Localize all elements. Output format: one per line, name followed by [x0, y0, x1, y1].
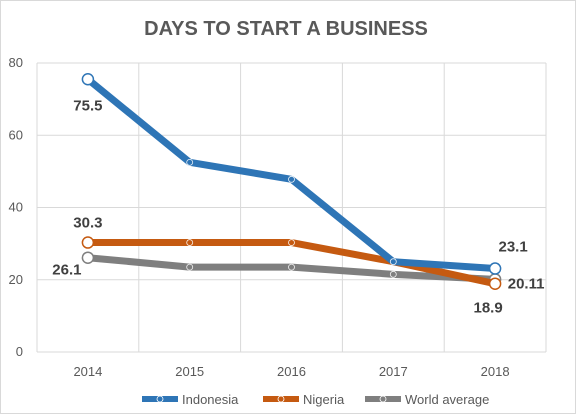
chart-title: DAYS TO START A BUSINESS [144, 18, 428, 40]
data-point [389, 258, 397, 266]
y-tick-label: 0 [16, 344, 23, 359]
data-point [81, 251, 95, 264]
legend-marker [277, 395, 285, 403]
data-point [488, 277, 502, 290]
legend-label: World average [405, 392, 489, 407]
x-tick-label: 2015 [175, 364, 204, 379]
data-point [81, 73, 95, 86]
legend-marker [379, 395, 387, 403]
data-label: 26.1 [52, 262, 81, 279]
data-label: 75.5 [73, 97, 102, 114]
legend-marker [156, 395, 164, 403]
y-tick-label: 80 [9, 55, 23, 70]
axis-labels: 0 20 40 60 80 2014 2015 2016 2017 2018 [9, 55, 510, 379]
legend-item-world-average[interactable]: World average [365, 392, 489, 407]
data-point [288, 263, 295, 271]
data-labels: 75.5 30.3 26.1 23.1 20.11 18.9 [52, 97, 544, 316]
x-tick-label: 2014 [73, 364, 102, 379]
data-point [288, 239, 295, 246]
data-point [389, 270, 397, 278]
x-tick-label: 2016 [277, 364, 306, 379]
legend-item-indonesia[interactable]: Indonesia [142, 392, 239, 407]
data-point [186, 158, 194, 166]
data-point [488, 262, 502, 275]
y-tick-label: 40 [9, 200, 23, 215]
legend-label: Nigeria [303, 392, 345, 407]
data-label: 30.3 [73, 215, 102, 232]
series-lines [81, 73, 502, 290]
x-tick-label: 2018 [481, 364, 510, 379]
gridlines [36, 62, 547, 353]
data-label: 20.11 [508, 275, 545, 292]
data-point [186, 239, 194, 246]
data-point [81, 236, 95, 249]
x-tick-label: 2017 [379, 364, 408, 379]
data-label: 18.9 [473, 300, 502, 317]
data-point [186, 263, 194, 271]
legend-item-nigeria[interactable]: Nigeria [263, 392, 345, 407]
legend[interactable]: Indonesia Nigeria World average [142, 392, 489, 407]
legend-label: Indonesia [182, 392, 239, 407]
data-label: 23.1 [498, 239, 527, 256]
y-tick-label: 60 [9, 127, 23, 142]
data-point [288, 175, 295, 183]
y-tick-label: 20 [9, 272, 23, 287]
